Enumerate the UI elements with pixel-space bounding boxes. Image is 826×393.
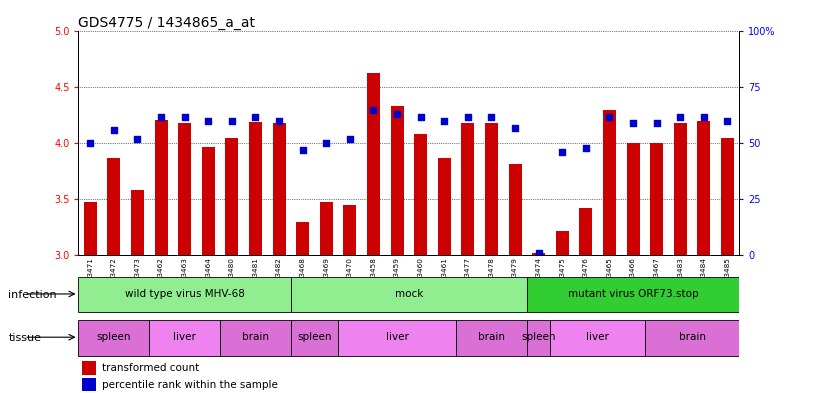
Point bbox=[674, 114, 687, 120]
Text: mock: mock bbox=[395, 289, 423, 299]
Point bbox=[296, 147, 309, 153]
Bar bbox=[154, 120, 168, 255]
Point bbox=[154, 114, 168, 120]
Bar bbox=[150, 320, 220, 356]
Bar bbox=[202, 147, 215, 255]
Bar bbox=[532, 253, 545, 255]
Text: infection: infection bbox=[8, 290, 57, 300]
Bar bbox=[338, 320, 456, 356]
Point bbox=[344, 136, 357, 142]
Bar bbox=[550, 320, 645, 356]
Text: spleen: spleen bbox=[521, 332, 556, 342]
Bar bbox=[645, 320, 739, 356]
Text: GDS4775 / 1434865_a_at: GDS4775 / 1434865_a_at bbox=[78, 17, 255, 30]
Point bbox=[131, 136, 144, 142]
Bar bbox=[225, 138, 239, 255]
Bar bbox=[674, 123, 686, 255]
Text: liver: liver bbox=[173, 332, 196, 342]
Bar bbox=[438, 158, 451, 255]
Point bbox=[320, 140, 333, 147]
Bar bbox=[83, 202, 97, 255]
Bar bbox=[249, 122, 262, 255]
Bar bbox=[485, 123, 498, 255]
Point bbox=[83, 140, 97, 147]
Point bbox=[225, 118, 239, 124]
Point bbox=[556, 149, 569, 156]
Bar bbox=[178, 123, 191, 255]
Point bbox=[249, 114, 262, 120]
Text: brain: brain bbox=[242, 332, 269, 342]
Point bbox=[438, 118, 451, 124]
Bar bbox=[220, 320, 291, 356]
Text: tissue: tissue bbox=[8, 333, 41, 343]
Text: liver: liver bbox=[386, 332, 409, 342]
Text: brain: brain bbox=[478, 332, 505, 342]
Point bbox=[721, 118, 734, 124]
Bar bbox=[367, 73, 380, 255]
Point bbox=[509, 125, 522, 131]
Bar bbox=[697, 121, 710, 255]
Point bbox=[603, 114, 616, 120]
Text: mutant virus ORF73.stop: mutant virus ORF73.stop bbox=[567, 289, 698, 299]
Point bbox=[414, 114, 427, 120]
Bar bbox=[344, 205, 356, 255]
Text: spleen: spleen bbox=[97, 332, 131, 342]
Bar bbox=[391, 107, 404, 255]
Bar bbox=[273, 123, 286, 255]
Bar bbox=[82, 378, 97, 391]
Text: brain: brain bbox=[679, 332, 705, 342]
Text: liver: liver bbox=[586, 332, 609, 342]
Point bbox=[697, 114, 710, 120]
Bar bbox=[297, 222, 309, 255]
Text: transformed count: transformed count bbox=[102, 363, 199, 373]
Text: wild type virus MHV-68: wild type virus MHV-68 bbox=[125, 289, 244, 299]
Point bbox=[273, 118, 286, 124]
Point bbox=[485, 114, 498, 120]
Bar bbox=[462, 123, 474, 255]
Point bbox=[461, 114, 474, 120]
Bar bbox=[579, 208, 592, 255]
Bar bbox=[650, 143, 663, 255]
Point bbox=[626, 120, 639, 127]
Bar bbox=[556, 231, 569, 255]
Point bbox=[532, 250, 545, 256]
Bar bbox=[78, 277, 291, 312]
Bar bbox=[131, 191, 144, 255]
Bar bbox=[291, 277, 527, 312]
Point bbox=[107, 127, 121, 133]
Bar bbox=[627, 143, 639, 255]
Point bbox=[391, 111, 404, 118]
Bar bbox=[82, 361, 97, 375]
Bar bbox=[107, 158, 121, 255]
Point bbox=[579, 145, 592, 151]
Bar bbox=[527, 320, 550, 356]
Bar bbox=[527, 277, 739, 312]
Bar bbox=[509, 163, 521, 255]
Bar bbox=[78, 320, 150, 356]
Bar bbox=[414, 134, 427, 255]
Bar bbox=[603, 110, 616, 255]
Bar bbox=[291, 320, 338, 356]
Bar bbox=[320, 202, 333, 255]
Point bbox=[650, 120, 663, 127]
Bar bbox=[721, 138, 734, 255]
Text: percentile rank within the sample: percentile rank within the sample bbox=[102, 380, 278, 389]
Point bbox=[202, 118, 215, 124]
Bar bbox=[456, 320, 527, 356]
Text: spleen: spleen bbox=[297, 332, 332, 342]
Point bbox=[367, 107, 380, 113]
Point bbox=[178, 114, 192, 120]
